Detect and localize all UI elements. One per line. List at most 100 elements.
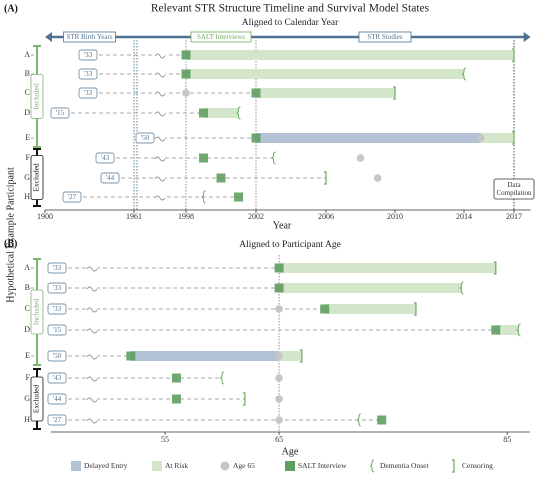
dementia-onset	[356, 413, 361, 427]
at-risk	[324, 304, 416, 314]
annotation-box	[493, 178, 535, 200]
at-risk	[480, 133, 514, 143]
birth-label: '44	[53, 395, 62, 403]
axis-break	[154, 156, 166, 162]
timeline-label-box	[63, 31, 116, 43]
x-tick-label: 1900	[37, 212, 53, 221]
censoring	[393, 86, 396, 100]
censoring	[324, 171, 327, 185]
birth-label-box	[62, 191, 82, 203]
censoring	[493, 261, 497, 275]
axis-break-bg	[87, 416, 97, 424]
birth-label: '43	[101, 154, 110, 162]
legend-swatch	[285, 461, 295, 471]
censoring	[512, 48, 515, 62]
x-axis-label: Year	[273, 220, 292, 231]
axis-break	[154, 195, 166, 201]
age-65	[182, 89, 190, 97]
birth-label-box	[78, 68, 98, 80]
birth-label: '33	[53, 284, 62, 292]
x-tick-label: 65	[275, 435, 283, 444]
salt-interview	[274, 263, 284, 273]
salt-interview	[377, 415, 387, 425]
delayed-entry	[256, 133, 481, 143]
y-tick-label: G	[24, 394, 30, 403]
legend-label: Dementia Onset	[380, 461, 429, 470]
salt-interview	[171, 394, 181, 404]
axis-break	[86, 418, 98, 424]
at-risk	[279, 351, 302, 361]
y-tick-label: G	[24, 173, 30, 182]
axis-break-bg	[155, 174, 165, 182]
birth-label-box	[47, 372, 67, 384]
birth-label: '33	[53, 264, 62, 272]
x-tick-label: 2002	[248, 212, 264, 221]
axis-break-bg	[87, 395, 97, 403]
axis-break-bg	[87, 305, 97, 313]
axis-break	[86, 397, 98, 403]
axis-break-bg	[87, 284, 97, 292]
y-tick-label: B	[25, 283, 30, 292]
at-risk	[256, 88, 395, 98]
legend-label: Censoring	[462, 461, 493, 470]
birth-label: '44	[106, 174, 115, 182]
birth-label: '27	[53, 416, 62, 424]
axis-break	[154, 53, 166, 59]
age-65	[275, 374, 283, 382]
axis-break-bg	[155, 154, 165, 162]
salt-interview	[491, 325, 501, 335]
y-tick-label: E	[25, 133, 30, 142]
birth-label: '50	[141, 134, 150, 142]
delayed-entry	[130, 351, 280, 361]
group-label: Included	[32, 299, 41, 325]
y-tick-label: B	[25, 69, 30, 78]
age-65	[275, 395, 283, 403]
x-tick-label: 2006	[318, 212, 334, 221]
timeline-label-box	[358, 31, 412, 43]
arrow-head	[45, 32, 52, 42]
y-tick-label: F	[26, 153, 31, 162]
y-tick-label: D	[24, 325, 30, 334]
birth-label: '15	[56, 109, 65, 117]
chart-title: Relevant STR Structure Timeline and Surv…	[151, 3, 430, 15]
axis-break-bg	[87, 374, 97, 382]
legend-label: At Risk	[165, 461, 188, 470]
salt-interview	[274, 283, 284, 293]
birth-label-box	[47, 414, 67, 426]
axis-break	[154, 176, 166, 182]
axis-break	[86, 328, 98, 334]
birth-label: '33	[84, 70, 93, 78]
birth-label: '50	[53, 352, 62, 360]
y-tick-label: C	[25, 88, 30, 97]
group-label-box	[30, 74, 44, 119]
axis-break	[154, 111, 166, 117]
at-risk	[279, 283, 462, 293]
x-tick-label: 55	[161, 435, 169, 444]
axis-break-bg	[155, 134, 165, 142]
legend-swatch	[71, 461, 81, 471]
censoring	[512, 131, 515, 145]
group-label: Included	[32, 83, 41, 109]
birth-label-box	[78, 49, 98, 61]
salt-interview	[199, 153, 208, 163]
birth-label: '43	[53, 374, 62, 382]
group-label-box	[30, 155, 44, 200]
salt-interview	[234, 192, 243, 202]
x-tick-label: 2014	[456, 212, 472, 221]
axis-break-bg	[87, 264, 97, 272]
age-65	[356, 154, 365, 162]
salt-interview	[181, 69, 191, 79]
y-tick-label: A	[24, 263, 30, 272]
x-tick-label: 1961	[126, 212, 142, 221]
timeline-label: STR Studies	[367, 33, 402, 41]
chart-subtitle: Aligned to Participant Age	[239, 240, 341, 250]
censoring	[413, 302, 417, 316]
x-tick-label: 2017	[506, 212, 522, 221]
axis-break-bg	[155, 70, 165, 78]
axis-break-bg	[155, 193, 165, 201]
salt-interview	[216, 173, 226, 183]
salt-interview	[320, 304, 330, 314]
axis-break-bg	[87, 326, 97, 334]
annotation: Data Compilation	[497, 181, 533, 197]
panel-label: (B)	[4, 238, 17, 249]
